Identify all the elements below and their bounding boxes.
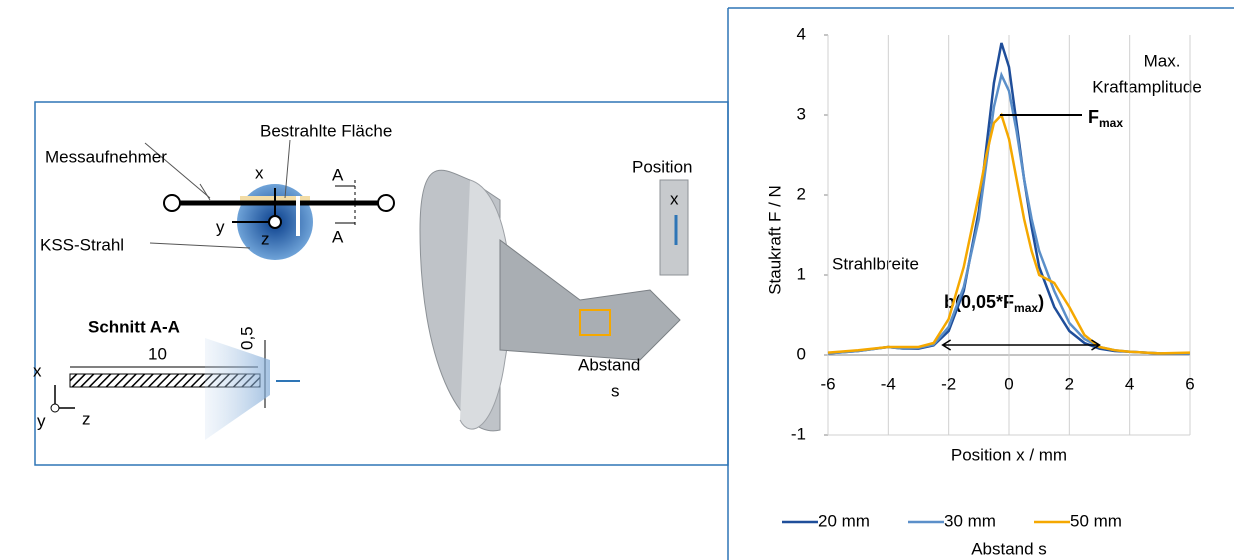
label: z [82,409,91,428]
y-tick-label: 4 [797,24,806,43]
annotation: F [1088,107,1099,127]
x-tick-label: 2 [1065,374,1074,393]
y-tick-label: 1 [797,264,806,283]
label: x [255,163,264,182]
label: s [611,381,620,400]
x-tick-label: 0 [1004,374,1013,393]
annotation: Strahlbreite [832,254,919,273]
jet-cone [205,338,270,440]
label: y [216,217,225,236]
label: Abstand [578,355,640,374]
annotation: max [1014,301,1038,315]
annotation: ) [1038,292,1044,312]
x-axis-label: Position x / mm [951,445,1067,464]
annotation: Max. [1144,51,1181,70]
y-tick-label: 2 [797,184,806,203]
legend-label: 50 mm [1070,511,1122,530]
x-tick-label: 4 [1125,374,1134,393]
y-tick-label: 3 [797,104,806,123]
label: x [33,361,42,380]
legend-label: 30 mm [944,511,996,530]
legend-title: Abstand s [971,539,1047,558]
axes-icon [269,216,281,228]
label: Schnitt A-A [88,317,180,336]
machine-body [500,240,680,360]
label: Bestrahlte Fläche [260,121,392,140]
annotation: Kraftamplitude [1092,77,1202,96]
y-tick-label: -1 [791,424,806,443]
y-axis-label: Staukraft F / N [765,185,784,295]
width-arrow [943,340,1100,350]
label: A [332,165,344,184]
label: Position [632,157,692,176]
axes-icon [51,404,59,412]
label: 0,5 [237,326,256,350]
x-tick-label: -6 [820,374,835,393]
x-tick-label: 6 [1185,374,1194,393]
legend-label: 20 mm [818,511,870,530]
axes-icon [55,385,75,408]
label: 10 [148,344,167,363]
sensor-end [164,195,180,211]
y-tick-label: 0 [797,344,806,363]
label: x [670,189,679,208]
figure: Bestrahlte Fläche Messaufnehmer x A y z … [0,0,1234,560]
label: A [332,227,344,246]
annotation: max [1099,116,1123,130]
label: KSS-Strahl [40,235,124,254]
sensor-end [378,195,394,211]
label: Messaufnehmer [45,147,167,166]
label: y [37,411,46,430]
x-tick-label: -2 [941,374,956,393]
label: z [261,229,270,248]
annotation: Fmax [1088,107,1123,130]
x-tick-label: -4 [881,374,896,393]
